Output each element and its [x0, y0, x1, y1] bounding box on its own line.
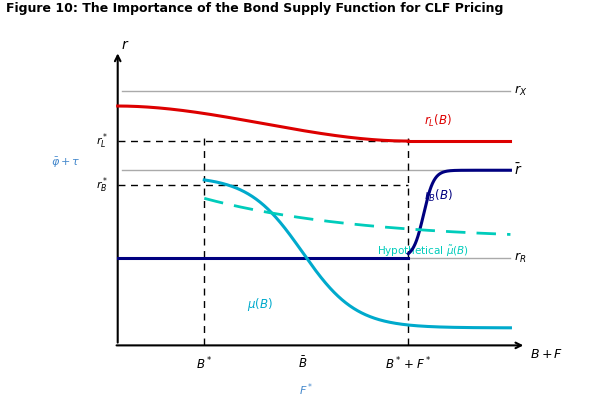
Text: $B^*$: $B^*$: [196, 356, 212, 372]
Text: $\mu(B)$: $\mu(B)$: [247, 296, 273, 313]
Text: $r_L(B)$: $r_L(B)$: [424, 113, 452, 129]
Text: Hypothetical $\tilde{\mu}(B)$: Hypothetical $\tilde{\mu}(B)$: [377, 244, 469, 259]
Text: $r_B(B)$: $r_B(B)$: [424, 188, 453, 204]
Text: $\bar{B}$: $\bar{B}$: [298, 356, 307, 371]
Text: $B^*+ F^*$: $B^*+ F^*$: [385, 356, 431, 372]
Text: $r$: $r$: [121, 38, 129, 52]
Text: $r_X$: $r_X$: [514, 85, 527, 98]
Text: $r_L^*$: $r_L^*$: [95, 131, 108, 151]
Text: Figure 10: The Importance of the Bond Supply Function for CLF Pricing: Figure 10: The Importance of the Bond Su…: [6, 2, 503, 15]
Text: $r_B^*$: $r_B^*$: [95, 175, 108, 195]
Text: $r_R$: $r_R$: [514, 251, 527, 265]
Text: $\bar{r}$: $\bar{r}$: [514, 162, 523, 178]
Text: $B + F$: $B + F$: [530, 348, 563, 361]
Text: $F^*$: $F^*$: [299, 382, 313, 397]
Text: $\bar{\varphi} + \tau$: $\bar{\varphi} + \tau$: [50, 156, 80, 170]
